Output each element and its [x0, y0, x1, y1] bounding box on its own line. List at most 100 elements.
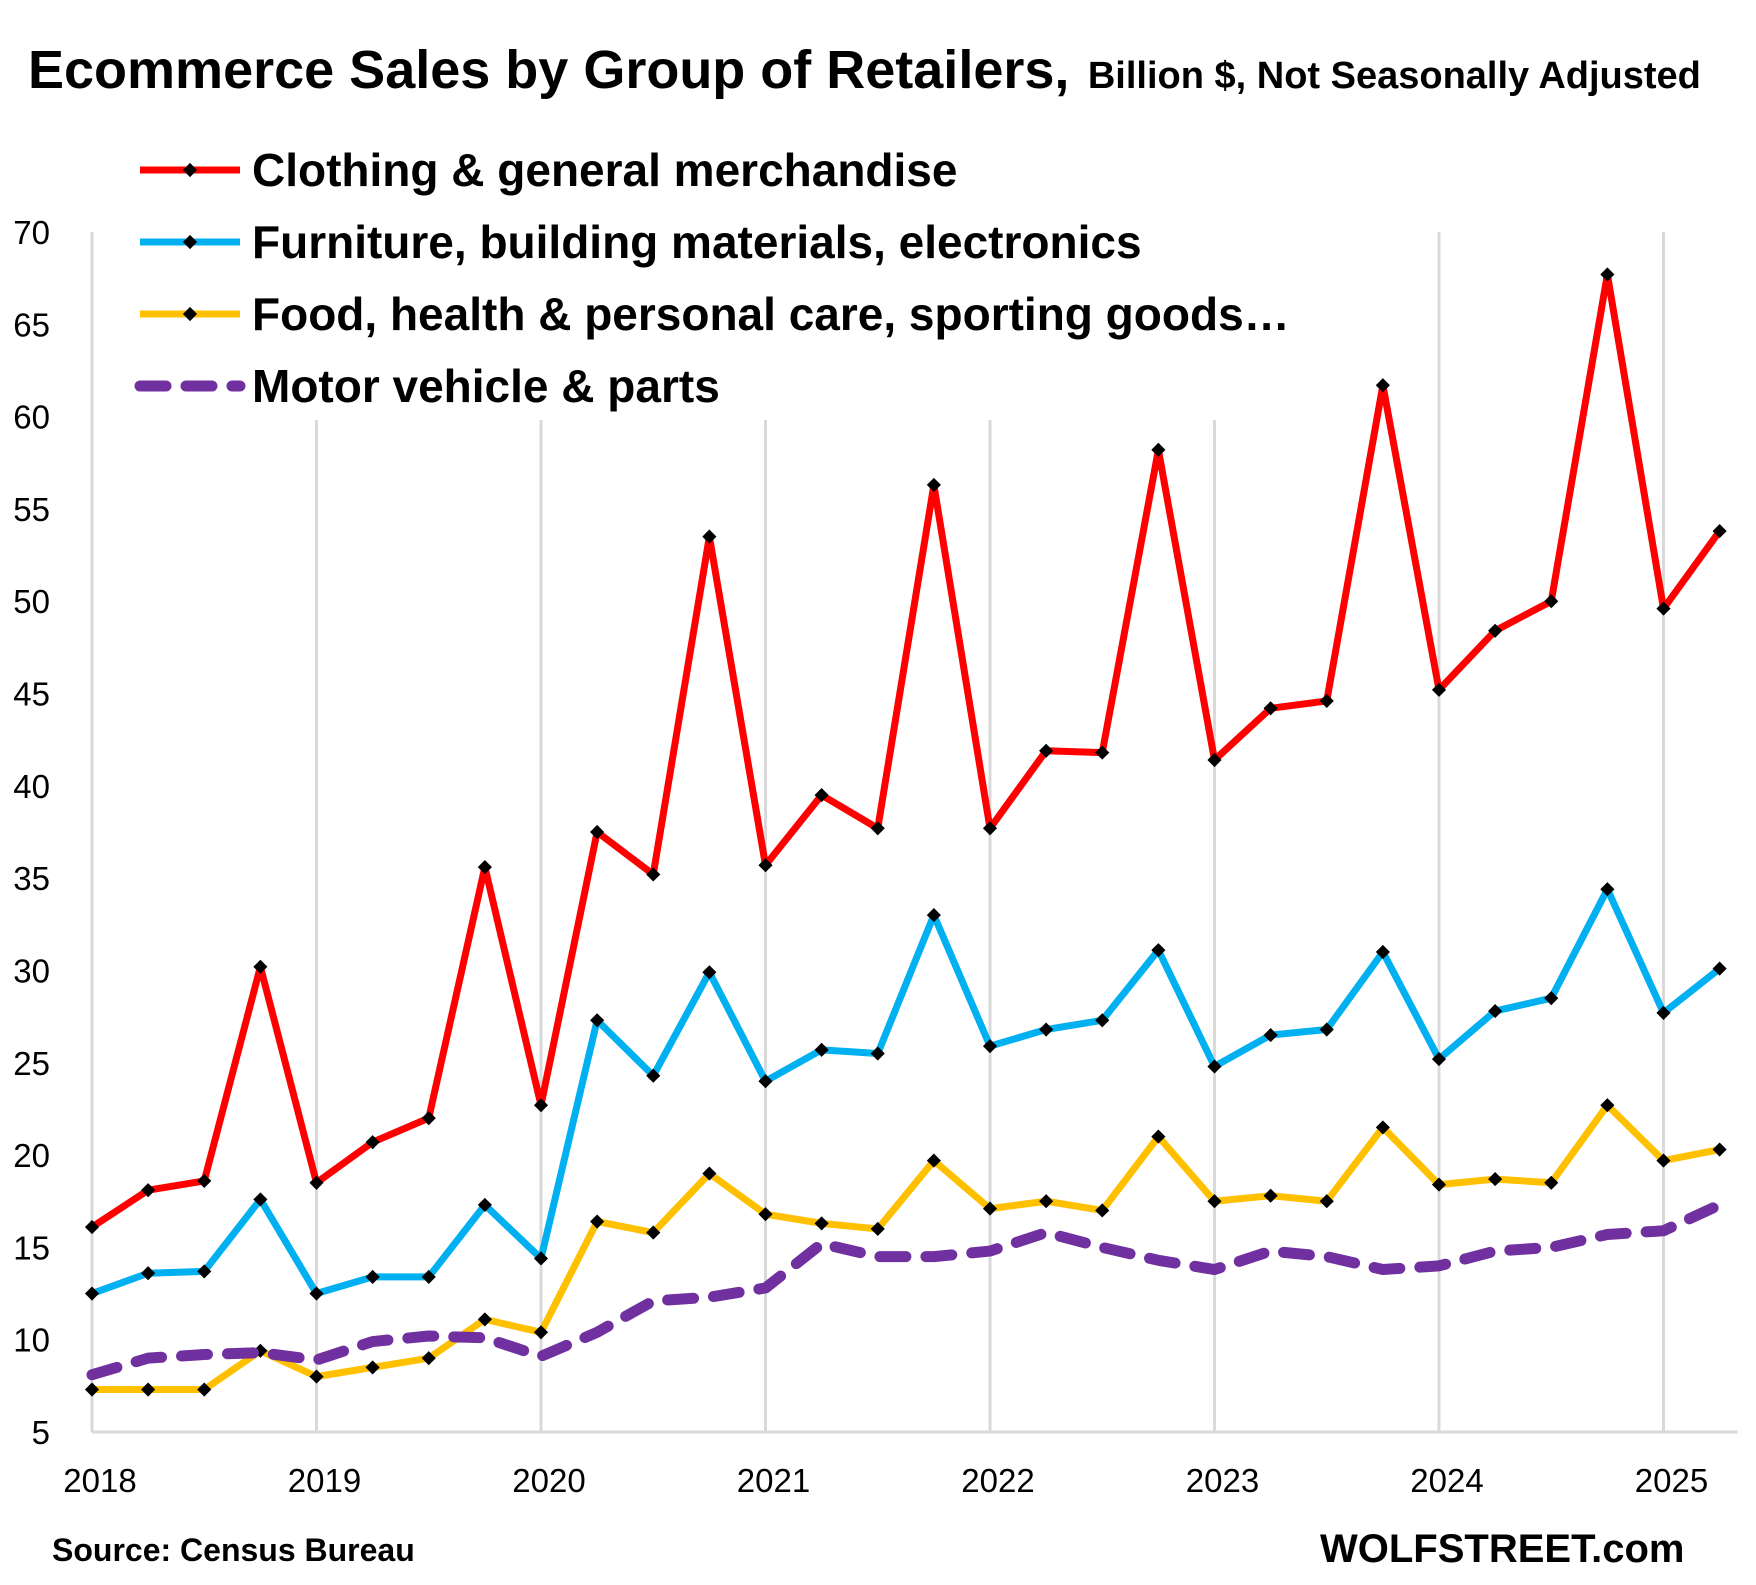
data-point — [814, 788, 829, 803]
data-point — [1207, 1194, 1222, 1209]
data-point — [702, 965, 717, 980]
legend-marker — [182, 162, 198, 178]
data-point — [1431, 1177, 1447, 1192]
legend-label: Furniture, building materials, electroni… — [252, 216, 1142, 268]
data-point — [646, 867, 661, 882]
data-point — [253, 1192, 268, 1207]
data-point — [702, 1166, 717, 1181]
data-point — [1095, 1013, 1110, 1028]
legend-marker — [182, 306, 198, 322]
y-tick-label: 55 — [13, 491, 50, 528]
legend-item: Clothing & general merchandise — [140, 144, 957, 196]
x-tick-label: 2022 — [961, 1462, 1034, 1499]
data-point — [646, 1068, 661, 1083]
data-point — [926, 908, 941, 923]
y-tick-label: 40 — [13, 768, 50, 805]
data-point — [982, 1201, 998, 1216]
data-point — [1600, 882, 1615, 897]
y-axis-ticks: 5 10 15 20 25 30 35 40 45 50 55 60 65 70 — [13, 214, 50, 1451]
data-point — [1319, 693, 1334, 708]
x-tick-label: 2019 — [288, 1462, 361, 1499]
y-tick-label: 5 — [32, 1414, 50, 1451]
y-tick-label: 50 — [13, 583, 50, 620]
data-point — [533, 1098, 549, 1113]
legend-label: Clothing & general merchandise — [252, 144, 957, 196]
data-point — [1039, 1022, 1054, 1037]
legend-item: Food, health & personal care, sporting g… — [140, 288, 1290, 340]
y-tick-label: 60 — [13, 399, 50, 436]
data-point — [590, 1013, 605, 1028]
data-point — [84, 1286, 100, 1301]
data-point — [1151, 943, 1166, 958]
data-point — [1375, 944, 1390, 960]
data-point — [365, 1360, 380, 1375]
data-point — [758, 1074, 773, 1089]
series-4 — [86, 1199, 1726, 1381]
data-point — [926, 1153, 941, 1168]
data-point — [1375, 1120, 1390, 1135]
data-point — [1544, 991, 1559, 1006]
data-point — [1151, 442, 1166, 457]
y-tick-label: 65 — [13, 306, 50, 343]
x-tick-label: 2025 — [1635, 1462, 1708, 1499]
series-3 — [84, 1098, 1727, 1397]
y-tick-label: 25 — [13, 1045, 50, 1082]
data-point — [814, 1042, 829, 1057]
data-point — [197, 1264, 212, 1279]
data-point — [533, 1325, 549, 1340]
data-point — [309, 1286, 324, 1301]
y-tick-label: 35 — [13, 860, 50, 897]
brand-watermark: WOLFSTREET.com — [1320, 1527, 1684, 1571]
data-point — [1039, 1194, 1054, 1209]
data-point — [309, 1175, 324, 1190]
data-point — [1375, 378, 1390, 393]
data-point — [141, 1266, 156, 1281]
y-tick-label: 20 — [13, 1137, 50, 1174]
data-point — [141, 1183, 156, 1198]
data-point — [309, 1369, 324, 1384]
x-tick-label: 2021 — [737, 1462, 810, 1499]
data-point — [1544, 1175, 1559, 1190]
series-2 — [84, 882, 1727, 1301]
series-group — [84, 267, 1727, 1397]
chart-title-main: Ecommerce Sales by Group of Retailers, — [28, 40, 1069, 100]
data-point — [1488, 1004, 1503, 1019]
data-point — [758, 1207, 773, 1222]
data-point — [982, 821, 998, 836]
y-tick-label: 70 — [13, 214, 50, 251]
data-point — [477, 1312, 492, 1327]
data-point — [84, 1220, 100, 1235]
y-tick-label: 10 — [13, 1322, 50, 1359]
legend: Clothing & general merchandise Furniture,… — [134, 144, 1290, 412]
legend-item: Motor vehicle & parts — [134, 360, 720, 412]
data-point — [1319, 1194, 1334, 1209]
data-point — [197, 1173, 212, 1188]
data-point — [758, 858, 773, 873]
x-axis-ticks: 2018 2019 2020 2021 2022 2023 2024 2025 — [63, 1462, 1708, 1499]
data-point — [421, 1111, 436, 1126]
data-point — [814, 1216, 829, 1231]
data-point — [1263, 701, 1278, 716]
data-point — [1600, 267, 1615, 282]
data-point — [590, 824, 605, 840]
data-point — [870, 1221, 885, 1236]
data-point — [477, 1197, 492, 1212]
chart-subtitle: Billion $, Not Seasonally Adjusted — [1088, 55, 1701, 97]
data-point — [1263, 1028, 1278, 1043]
x-tick-label: 2023 — [1186, 1462, 1259, 1499]
legend-marker — [182, 234, 198, 250]
data-point — [870, 821, 885, 836]
x-tick-label: 2024 — [1410, 1462, 1483, 1499]
series-1 — [84, 267, 1727, 1235]
data-point — [365, 1269, 380, 1284]
data-point — [1712, 524, 1727, 539]
series-line — [92, 1101, 1721, 1394]
legend-label: Motor vehicle & parts — [252, 360, 720, 412]
y-tick-label: 45 — [13, 676, 50, 713]
data-point — [365, 1135, 380, 1150]
series-line — [90, 885, 1722, 1298]
legend-label: Food, health & personal care, sporting g… — [252, 288, 1290, 340]
chart-title: Ecommerce Sales by Group of Retailers, B… — [28, 40, 1701, 100]
data-point — [1488, 623, 1503, 638]
